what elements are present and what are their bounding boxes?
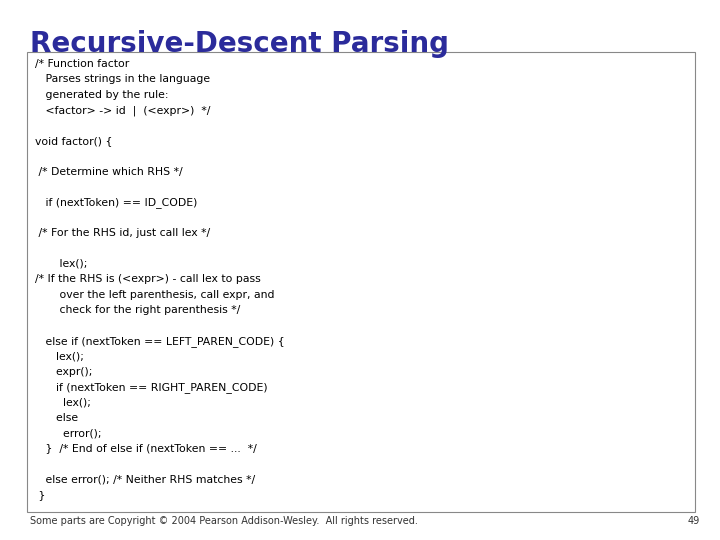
Text: Some parts are Copyright © 2004 Pearson Addison-Wesley.  All rights reserved.: Some parts are Copyright © 2004 Pearson … (30, 516, 418, 526)
Text: }  /* End of else if (nextToken == ...  */: } /* End of else if (nextToken == ... */ (35, 443, 257, 454)
Text: lex();: lex(); (35, 351, 84, 361)
Text: if (nextToken) == ID_CODE): if (nextToken) == ID_CODE) (35, 198, 197, 208)
Text: Parses strings in the language: Parses strings in the language (35, 75, 210, 84)
Text: lex();: lex(); (35, 397, 91, 407)
Text: 49: 49 (688, 516, 700, 526)
Text: expr();: expr(); (35, 367, 92, 376)
Text: check for the right parenthesis */: check for the right parenthesis */ (35, 305, 240, 315)
Text: /* For the RHS id, just call lex */: /* For the RHS id, just call lex */ (35, 228, 210, 238)
Text: /* Function factor: /* Function factor (35, 59, 130, 69)
Text: over the left parenthesis, call expr, and: over the left parenthesis, call expr, an… (35, 289, 274, 300)
Text: error();: error(); (35, 428, 102, 438)
Text: if (nextToken == RIGHT_PAREN_CODE): if (nextToken == RIGHT_PAREN_CODE) (35, 382, 268, 393)
Text: generated by the rule:: generated by the rule: (35, 90, 168, 100)
Text: else if (nextToken == LEFT_PAREN_CODE) {: else if (nextToken == LEFT_PAREN_CODE) { (35, 336, 284, 347)
Bar (27, 52, 695, 512)
Text: <factor> -> id  |  (<expr>)  */: <factor> -> id | (<expr>) */ (35, 105, 210, 116)
Text: lex();: lex(); (35, 259, 87, 269)
Text: void factor() {: void factor() { (35, 136, 112, 146)
Text: /* If the RHS is (<expr>) - call lex to pass: /* If the RHS is (<expr>) - call lex to … (35, 274, 261, 285)
Text: Recursive-Descent Parsing: Recursive-Descent Parsing (30, 30, 449, 58)
Text: else: else (35, 413, 78, 423)
Text: /* Determine which RHS */: /* Determine which RHS */ (35, 167, 183, 177)
Text: }: } (35, 490, 45, 500)
Text: else error(); /* Neither RHS matches */: else error(); /* Neither RHS matches */ (35, 474, 255, 484)
